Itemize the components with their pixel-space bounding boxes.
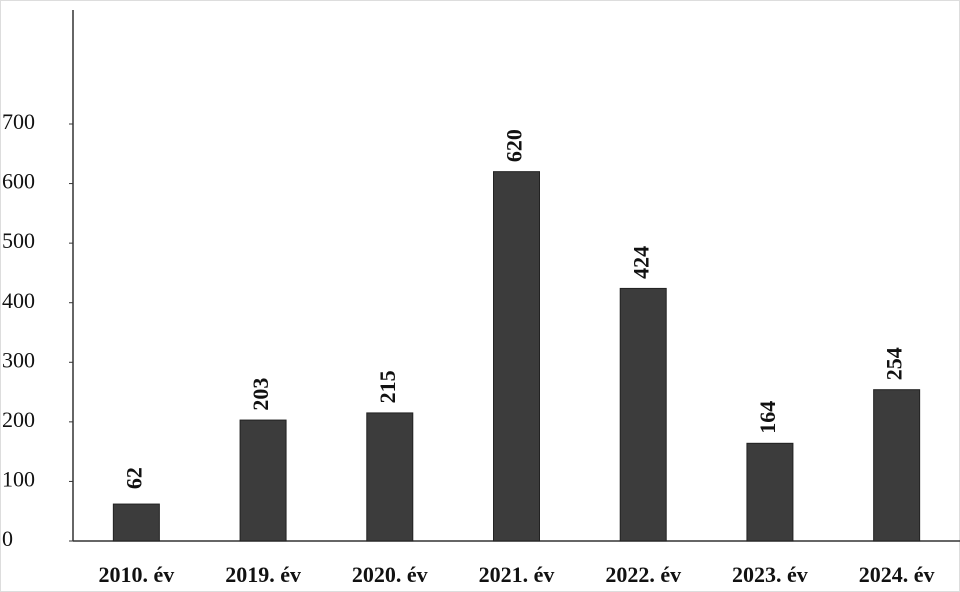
data-label: 254 [882,347,907,380]
x-tick-label: 2024. év [859,562,935,587]
y-tick-label: 700 [2,109,35,134]
data-label: 215 [375,370,400,403]
x-tick-label: 2021. év [479,562,555,587]
x-tick-label: 2019. év [225,562,301,587]
x-tick-label: 2023. év [732,562,808,587]
bar [746,442,794,542]
x-tick-label: 2010. év [98,562,174,587]
data-label: 62 [121,467,146,489]
data-label: 424 [628,246,653,279]
bar [366,412,414,542]
y-tick-label: 400 [2,288,35,313]
data-label: 203 [248,378,273,411]
bar [619,287,667,542]
y-tick-label: 200 [2,407,35,432]
y-tick-label: 600 [2,169,35,194]
x-tick-label: 2020. év [352,562,428,587]
bar [239,419,287,542]
y-tick-label: 300 [2,347,35,372]
bar [493,171,540,542]
y-tick-label: 500 [2,228,35,253]
bar [873,389,921,542]
x-tick-label: 2022. év [605,562,681,587]
y-tick-label: 0 [2,526,13,551]
y-tick-label: 100 [2,466,35,491]
bar [112,503,160,542]
data-label: 620 [502,129,527,162]
data-label: 164 [755,401,780,434]
